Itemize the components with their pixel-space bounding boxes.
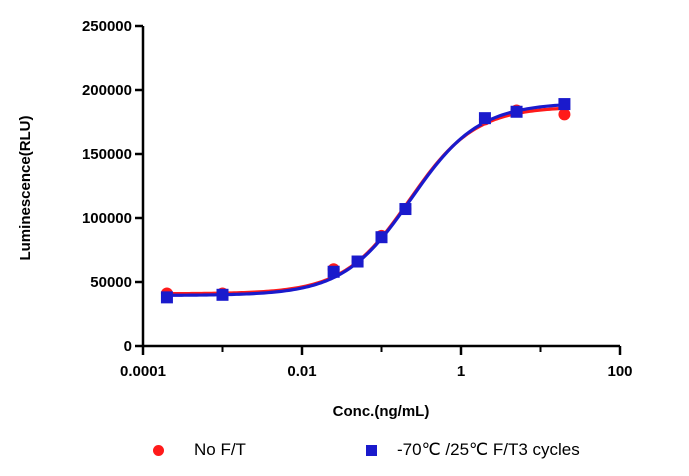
data-point-series-2 [558,98,571,111]
fit-curves [166,103,565,297]
legend-item-series-1: No F/T [153,440,246,460]
legend-marker-square [366,444,377,456]
legend: No F/T -70℃ /25℃ F/T3 cycles [0,440,689,470]
legend-label-series-2: -70℃ /25℃ F/T3 cycles [397,440,580,459]
data-point-series-2 [375,231,388,244]
y-tick-label: 250000 [82,18,132,35]
fit-curve-series-2 [166,103,565,297]
data-point-series-1 [558,108,571,121]
legend-item-series-2: -70℃ /25℃ F/T3 cycles [366,440,580,460]
data-point-series-2 [327,265,340,278]
data-point-series-2 [351,255,364,268]
x-tick-label: 0.01 [287,363,316,380]
data-point-series-2 [399,203,412,216]
y-tick-label: 200000 [82,82,132,99]
fit-curve-series-1 [166,106,565,296]
y-tick-label: 100000 [82,210,132,227]
y-tick-label: 50000 [90,274,132,291]
legend-label-series-1: No F/T [194,440,246,459]
data-point-series-2 [478,112,491,125]
x-tick-label: 100 [607,363,632,380]
data-point-series-2 [216,288,229,301]
legend-marker-circle [153,444,164,456]
data-point-series-2 [510,105,523,118]
x-axis-title: Conc.(ng/mL) [333,403,430,420]
y-axis-title: Luminescence(RLU) [17,115,34,260]
data-point-series-2 [160,291,173,304]
x-tick-label: 1 [457,363,465,380]
axes: 0 50000 100000 150000 200000 250000 0.0001 0.01… [82,18,633,380]
y-tick-label: 150000 [82,146,132,163]
data-points [160,98,571,304]
x-tick-label: 0.0001 [120,363,166,380]
y-tick-label: 0 [124,338,132,355]
chart: 0 50000 100000 150000 200000 250000 0.0001 0.01… [17,18,633,420]
